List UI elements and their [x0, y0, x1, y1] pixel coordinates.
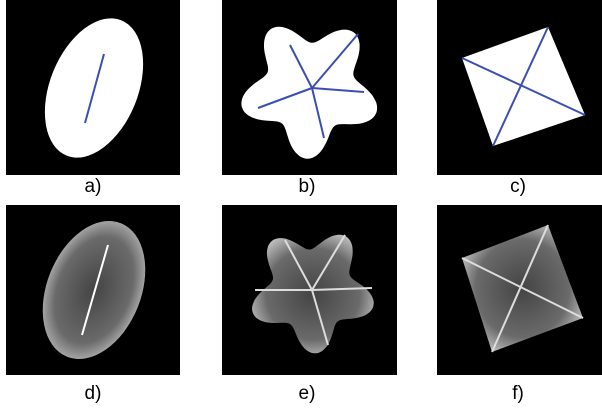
figure: a) b) c) d) e) f) [0, 0, 602, 413]
panel-label: a) [85, 176, 102, 197]
panel-label: d) [85, 383, 102, 404]
panel-f [437, 205, 602, 375]
panel-label: f) [512, 383, 524, 404]
panel-c [437, 0, 602, 175]
panel-b [222, 0, 397, 175]
panel-d [6, 205, 180, 375]
panel-a [6, 0, 180, 175]
panel-e [222, 205, 397, 375]
panel-label: b) [299, 176, 316, 197]
panel-label: e) [299, 383, 316, 404]
panel-label: c) [510, 176, 526, 197]
